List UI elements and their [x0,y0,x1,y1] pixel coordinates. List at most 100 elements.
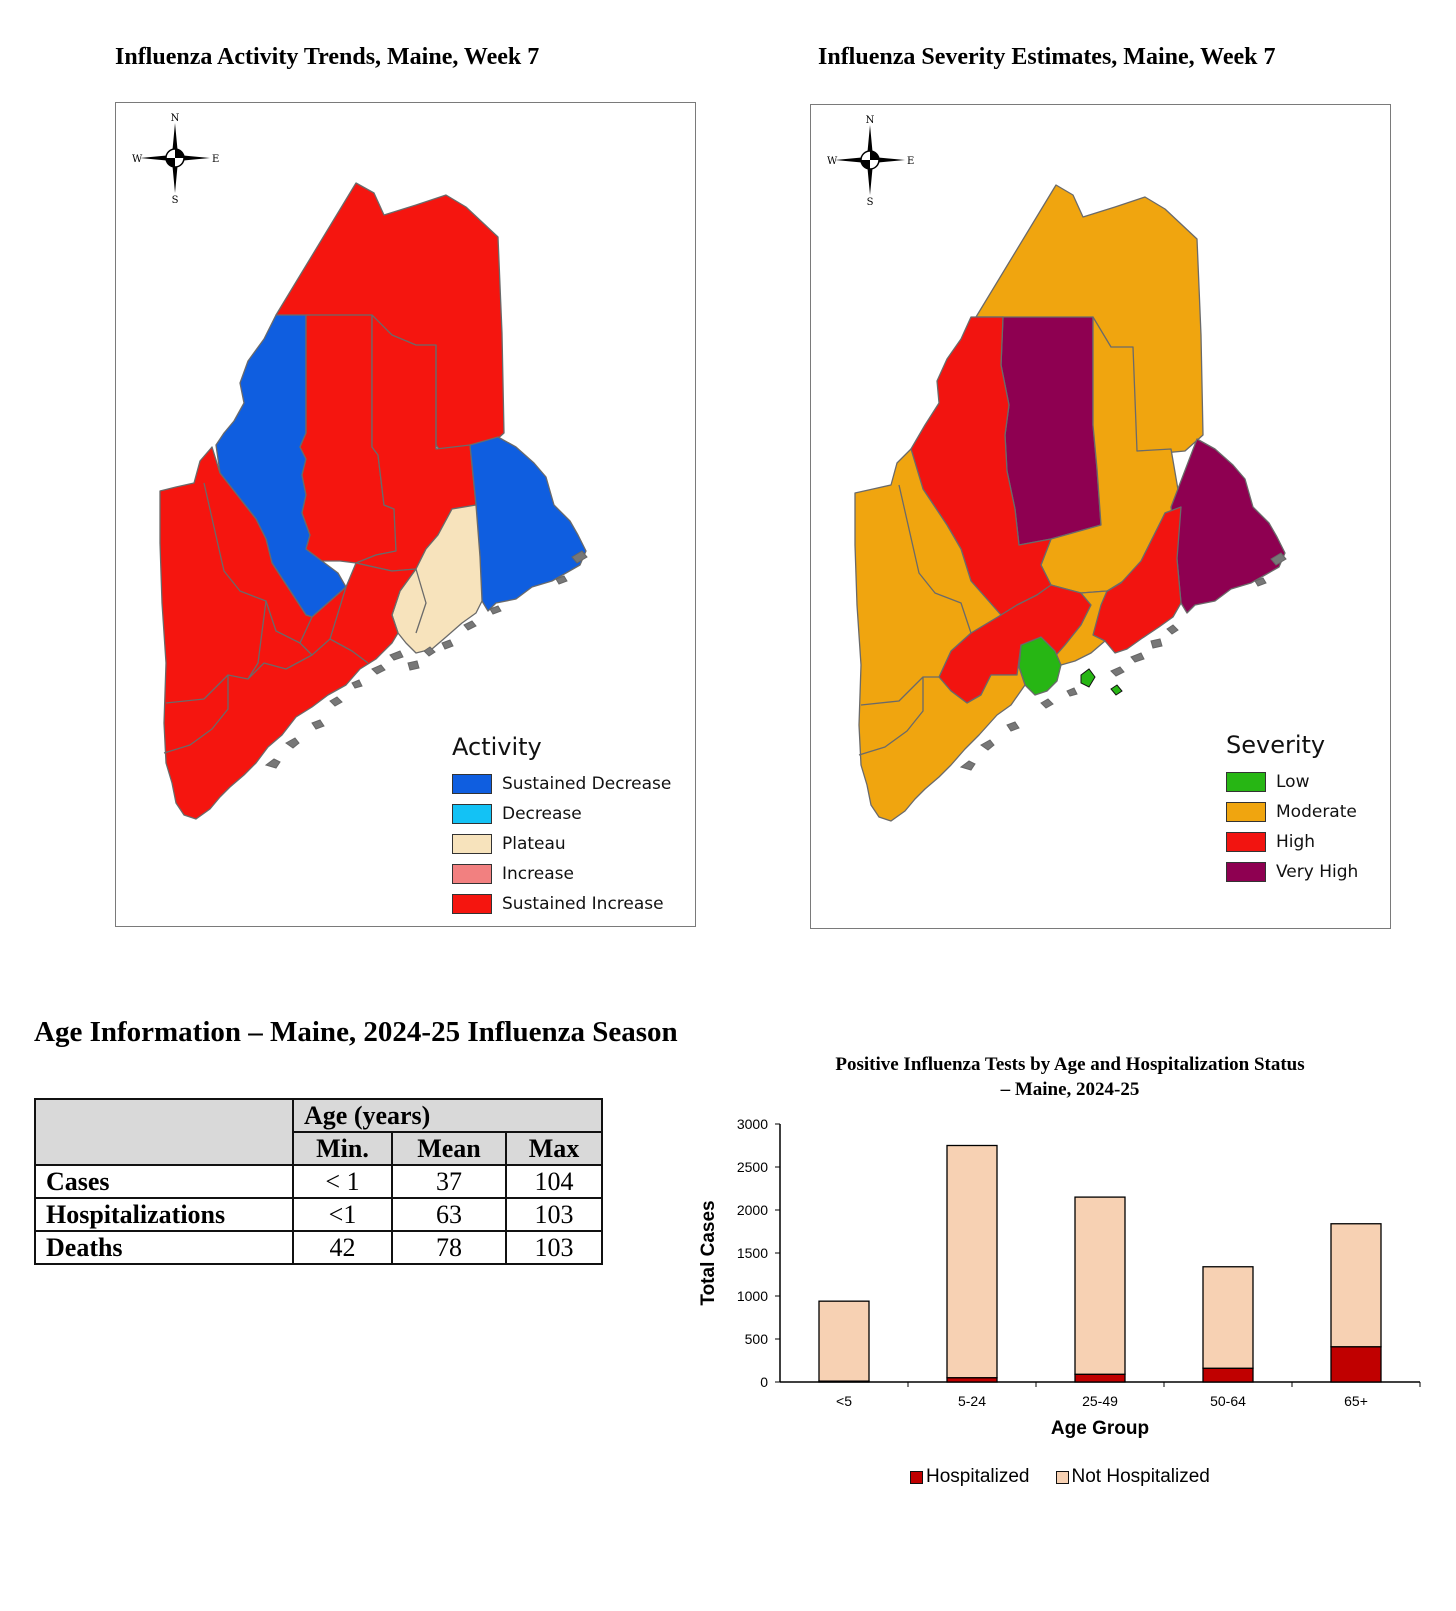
bar-not-hospitalized [1330,1223,1382,1348]
cell-min: <1 [292,1197,393,1232]
legend-item: Increase [452,859,671,889]
legend-item: Sustained Decrease [452,769,671,799]
row-label: Deaths [34,1230,294,1265]
table-row: Deaths 42 78 103 [34,1230,603,1265]
compass-rose-icon: N S W E [130,113,220,203]
severity-region-hancock [1088,506,1182,654]
svg-text:N: N [171,113,180,124]
activity-region-washington [469,436,587,612]
bar-not-hospitalized [1202,1266,1254,1369]
y-axis-label: Total Cases [698,1200,719,1305]
cell-max: 103 [505,1197,603,1232]
x-tick-label: 5-24 [958,1393,986,1409]
legend-swatch [452,864,492,884]
y-tick-label: 3000 [737,1116,768,1132]
legend-label: Increase [502,864,574,884]
age-group-header: Age (years) [292,1098,603,1133]
activity-map-title: Influenza Activity Trends, Maine, Week 7 [115,44,540,70]
legend-item: Low [1226,767,1358,797]
bar-chart: 0 500 1000 1500 2000 2500 3000 <5 5-24 25-49 50-64… [698,1116,1421,1439]
svg-text:S: S [867,197,874,205]
x-tick-label: 25-49 [1082,1393,1118,1409]
cell-min: < 1 [292,1164,393,1199]
legend-item: Sustained Increase [452,889,671,919]
activity-map-svg [159,182,588,820]
activity-region-southwest [159,446,417,820]
col-header-mean: Mean [391,1131,507,1166]
activity-coast-islands [264,550,588,769]
cell-mean: 63 [391,1197,507,1232]
chart-legend: Hospitalized Not Hospitalized [910,1466,1236,1488]
legend-item: High [1226,827,1358,857]
legend-swatch [452,774,492,794]
legend-label: Sustained Decrease [502,774,672,794]
table-row: Hospitalizations <1 63 103 [34,1197,603,1232]
age-info-title: Age Information – Maine, 2024-25 Influen… [34,1016,678,1048]
svg-text:S: S [172,195,179,203]
bar-hospitalized [1074,1373,1126,1383]
activity-region-hancock [391,504,483,654]
row-label: Hospitalizations [34,1197,294,1232]
activity-map: N S W E Activity Sustained Decrease Decr… [115,102,696,927]
chart-title-line1: Positive Influenza Tests by Age and Hosp… [835,1054,1305,1075]
severity-legend-title: Severity [1226,731,1326,759]
cell-mean: 37 [391,1164,507,1199]
legend-label: Very High [1276,862,1359,882]
legend-swatch [452,894,492,914]
bar-not-hospitalized [946,1144,998,1379]
severity-coast-islands [959,552,1287,771]
legend-label: Low [1276,772,1310,792]
severity-map: N S W E Severity Low Moderate High Very … [810,104,1391,929]
legend-item: Plateau [452,829,671,859]
severity-region-waldo [1050,590,1108,666]
activity-legend-title: Activity [452,733,542,761]
svg-text:N: N [866,115,875,126]
cell-min: 42 [292,1230,393,1265]
svg-text:E: E [212,154,219,165]
age-info-table: Age (years) Min. Mean Max Cases < 1 37 1… [34,1098,603,1265]
bar-not-hospitalized [1074,1196,1126,1375]
chart-legend-swatch [910,1470,923,1484]
severity-low-islands [1080,668,1123,696]
chart-title: Positive Influenza Tests by Age and Hosp… [760,1052,1380,1102]
x-axis-label: Age Group [1051,1418,1149,1439]
chart-subtitle: – Maine, 2024-25 [1000,1079,1140,1100]
x-tick-label: <5 [836,1393,852,1409]
row-label: Cases [34,1164,294,1199]
severity-map-title: Influenza Severity Estimates, Maine, Wee… [818,44,1276,70]
severity-region-somerset [1000,316,1102,546]
legend-swatch [452,804,492,824]
severity-map-svg [854,184,1287,822]
legend-swatch [1226,862,1266,882]
table-corner [34,1098,294,1166]
bar-hospitalized [1330,1346,1382,1383]
legend-item: Decrease [452,799,671,829]
chart-legend-item: Hospitalized [910,1466,1030,1488]
legend-swatch [1226,772,1266,792]
y-tick-label: 2000 [737,1202,768,1218]
legend-swatch [1226,802,1266,822]
x-tick-label: 50-64 [1210,1393,1246,1409]
table-row: Cases < 1 37 104 [34,1164,603,1199]
svg-text:W: W [132,154,143,165]
chart-legend-label: Hospitalized [926,1466,1030,1487]
x-tick-label: 65+ [1344,1393,1368,1409]
bar-not-hospitalized [818,1300,870,1382]
activity-legend: Activity Sustained Decrease Decrease Pla… [452,733,671,919]
cell-max: 103 [505,1230,603,1265]
y-tick-label: 1500 [737,1245,768,1261]
legend-label: Decrease [502,804,582,824]
chart-legend-swatch [1055,1470,1069,1484]
col-header-max: Max [505,1131,603,1166]
legend-label: Plateau [502,834,566,854]
y-tick-label: 1000 [737,1288,768,1304]
legend-swatch [1226,832,1266,852]
svg-text:W: W [827,156,838,167]
legend-item: Moderate [1226,797,1358,827]
severity-region-washington [1170,438,1286,614]
y-tick-label: 500 [745,1331,769,1347]
legend-label: Moderate [1276,802,1357,822]
severity-legend: Severity Low Moderate High Very High [1226,731,1358,887]
cell-mean: 78 [391,1230,507,1265]
severity-region-southwest [854,448,1026,822]
